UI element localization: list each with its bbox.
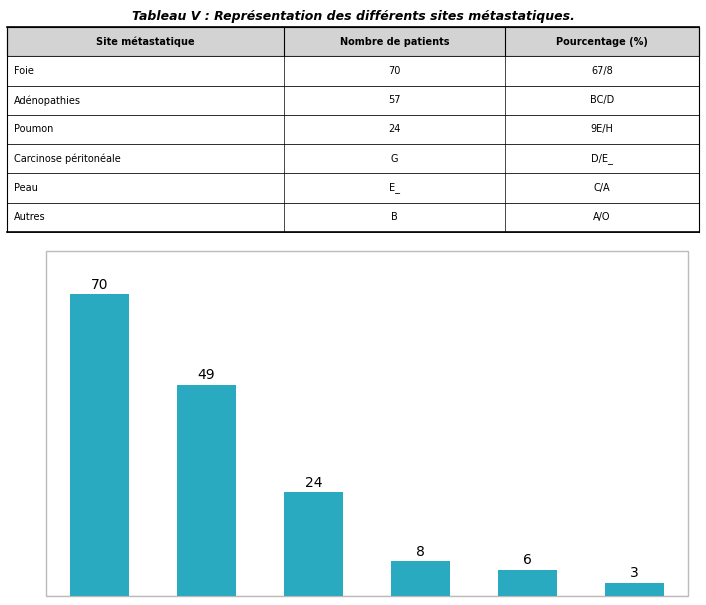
Bar	[7, 115, 699, 144]
Text: D/E_: D/E_	[591, 153, 613, 164]
Text: Carcinose péritonéale: Carcinose péritonéale	[14, 154, 121, 164]
Text: Nombre de patients: Nombre de patients	[340, 37, 449, 47]
Text: C/A: C/A	[594, 183, 611, 193]
Text: 70: 70	[90, 278, 108, 292]
Text: 67/8: 67/8	[591, 66, 613, 76]
Bar	[498, 570, 557, 596]
Text: Tableau V : Représentation des différents sites métastatiques.: Tableau V : Représentation des différent…	[131, 10, 575, 24]
Bar	[70, 294, 129, 596]
Bar	[7, 27, 699, 56]
Text: 70: 70	[388, 66, 401, 76]
Text: 24: 24	[388, 125, 401, 134]
Text: Pourcentage (%): Pourcentage (%)	[556, 37, 648, 47]
Text: Poumon: Poumon	[14, 125, 54, 134]
Bar	[605, 583, 664, 596]
Text: 24: 24	[305, 476, 323, 490]
Text: B: B	[391, 212, 398, 222]
Text: 49: 49	[198, 368, 215, 382]
Text: Site métastatique: Site métastatique	[96, 36, 195, 47]
Text: Adénopathies: Adénopathies	[14, 95, 81, 105]
Text: 8: 8	[417, 545, 425, 559]
Text: Autres: Autres	[14, 212, 46, 222]
Bar	[177, 385, 236, 596]
Bar	[7, 56, 699, 86]
Text: A/O: A/O	[593, 212, 611, 222]
Text: 6: 6	[523, 554, 532, 567]
Bar	[391, 561, 450, 596]
Text: G: G	[390, 154, 398, 164]
Text: BC/D: BC/D	[590, 95, 614, 105]
Bar	[7, 144, 699, 173]
Text: E_: E_	[389, 183, 400, 194]
Text: 9E/H: 9E/H	[591, 125, 614, 134]
Text: Foie: Foie	[14, 66, 34, 76]
Bar	[7, 173, 699, 203]
Text: Peau: Peau	[14, 183, 38, 193]
Bar	[7, 86, 699, 115]
Bar	[7, 203, 699, 232]
Text: 57: 57	[388, 95, 401, 105]
Text: 3: 3	[630, 566, 639, 580]
Bar	[284, 492, 343, 596]
